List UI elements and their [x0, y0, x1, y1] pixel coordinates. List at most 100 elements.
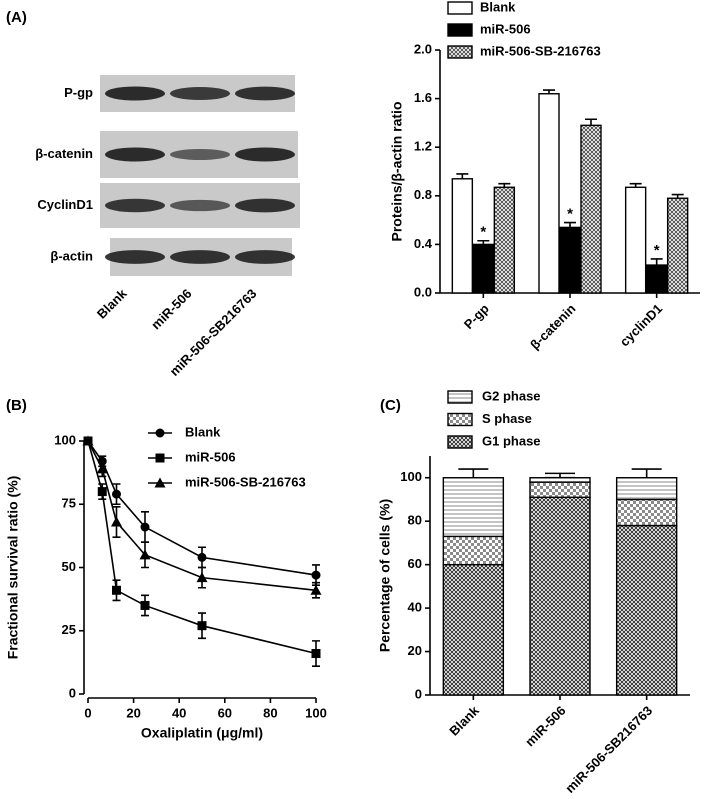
error-bar: [458, 468, 489, 478]
bar: [451, 178, 474, 294]
blot-band: [235, 198, 295, 213]
marker: [139, 549, 151, 560]
legend-swatch: [447, 23, 473, 37]
annotation: *: [567, 205, 573, 222]
legend-label: Blank: [185, 424, 221, 439]
y-tick-label: 50: [62, 559, 76, 574]
x-tick-label: miR-506-SB216763: [562, 703, 655, 796]
error-bar: [564, 221, 576, 228]
marker: [97, 487, 107, 497]
legend-marker: [155, 453, 165, 463]
y-axis-label: Fractional survival ratio (%): [5, 476, 21, 660]
panel-label: (B): [6, 397, 27, 414]
x-tick-label: 60: [218, 705, 232, 720]
blot-band: [105, 86, 165, 101]
bar-segment: [442, 535, 505, 566]
x-tick-label: 100: [305, 705, 327, 720]
marker: [96, 463, 108, 474]
bar-segment: [615, 477, 678, 501]
blot-lane-label: Blank: [94, 285, 130, 321]
blot-band: [170, 199, 230, 212]
blot-band: [105, 198, 165, 213]
marker: [196, 572, 208, 583]
x-tick-label: P-gp: [461, 301, 492, 332]
blot-band: [235, 250, 295, 264]
line: [87, 440, 317, 655]
bar-segment: [442, 477, 505, 538]
y-tick-label: 80: [408, 513, 422, 528]
blot-lane-label: miR-506: [148, 286, 194, 332]
bar: [559, 226, 581, 294]
y-tick-label: 0.4: [414, 236, 433, 251]
legend-label: Blank: [480, 0, 516, 14]
blot-band: [235, 86, 295, 101]
blot-row-label: CyclinD1: [37, 197, 93, 212]
bar: [538, 93, 560, 294]
bar: [666, 197, 689, 294]
blot-band: [105, 147, 165, 162]
blot-band: [170, 149, 230, 160]
y-tick-label: 75: [62, 496, 76, 511]
y-tick-label: 2.0: [414, 41, 432, 56]
x-tick-label: miR-506: [522, 703, 568, 749]
y-tick-label: 1.6: [414, 90, 432, 105]
panel-label: (C): [380, 397, 401, 414]
y-tick-label: 1.2: [414, 139, 432, 154]
legend-label: G1 phase: [482, 433, 541, 448]
legend-label: miR-506-SB-216763: [185, 474, 306, 489]
error-bar: [545, 472, 575, 478]
marker: [111, 516, 122, 527]
y-tick-label: 20: [408, 643, 422, 658]
blot-band: [235, 147, 295, 162]
y-tick-label: 0: [415, 686, 422, 701]
y-axis-label: Percentage of cells (%): [377, 499, 393, 652]
legend-swatch: [447, 435, 473, 449]
bar-segment: [529, 481, 591, 498]
x-tick-label: 0: [84, 705, 91, 720]
marker: [197, 552, 207, 562]
line: [87, 440, 317, 592]
bar: [645, 264, 668, 294]
y-tick-label: 100: [54, 432, 76, 447]
x-tick-label: β-catenin: [527, 301, 579, 353]
blot-row-label: β-catenin: [35, 146, 93, 161]
y-axis-label: Proteins/β-actin ratio: [389, 101, 405, 241]
bar: [624, 186, 647, 294]
marker: [311, 649, 321, 659]
annotation: *: [480, 224, 486, 241]
legend-label: miR-506: [185, 449, 236, 464]
x-tick-label: Blank: [446, 702, 482, 738]
bar-segment: [615, 498, 678, 527]
blot-row-label: P-gp: [64, 85, 93, 100]
bar-segment: [529, 496, 591, 696]
legend-label: miR-506-SB-216763: [480, 43, 601, 58]
x-tick-label: 40: [172, 705, 186, 720]
legend-label: miR-506: [480, 21, 531, 36]
y-tick-label: 100: [400, 469, 422, 484]
legend-swatch: [447, 412, 473, 427]
legend-swatch: [447, 45, 473, 59]
error-bar: [650, 258, 663, 266]
panel-label: (A): [6, 9, 27, 26]
error-bar: [585, 118, 597, 126]
legend-swatch: [447, 390, 473, 404]
bar-segment: [529, 477, 591, 483]
bar-segment: [442, 563, 505, 696]
bar: [472, 243, 495, 294]
marker: [140, 600, 150, 610]
y-tick-label: 25: [62, 622, 76, 637]
marker: [112, 489, 121, 499]
y-tick-label: 0: [69, 685, 76, 700]
y-tick-label: 60: [408, 556, 422, 571]
legend-swatch: [447, 1, 473, 15]
marker: [311, 570, 321, 580]
bar: [493, 186, 516, 294]
error-bar: [631, 468, 662, 478]
x-tick-label: 20: [126, 705, 140, 720]
annotation: *: [654, 242, 660, 259]
bar-segment: [615, 524, 678, 696]
blot-band: [105, 250, 165, 264]
bar: [580, 124, 602, 294]
y-tick-label: 40: [408, 600, 422, 615]
